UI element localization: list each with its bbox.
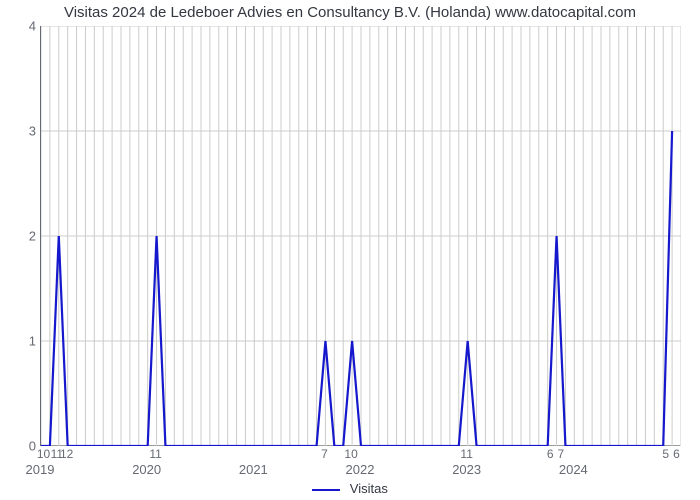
series-visitas bbox=[41, 131, 672, 446]
x-minor-label: 10 bbox=[344, 447, 357, 461]
plot-svg bbox=[41, 26, 681, 446]
x-year-label: 2020 bbox=[132, 462, 161, 477]
chart-container: Visitas 2024 de Ledeboer Advies en Consu… bbox=[0, 0, 700, 500]
x-minor-label: 6 bbox=[547, 447, 554, 461]
x-year-label: 2023 bbox=[452, 462, 481, 477]
x-year-label: 2022 bbox=[346, 462, 375, 477]
legend-swatch bbox=[312, 489, 340, 491]
plot-area bbox=[40, 26, 680, 446]
x-year-label: 2024 bbox=[559, 462, 588, 477]
y-tick-label: 2 bbox=[6, 229, 36, 244]
x-minor-label: 7 bbox=[321, 447, 328, 461]
chart-title: Visitas 2024 de Ledeboer Advies en Consu… bbox=[0, 4, 700, 21]
x-year-label: 2019 bbox=[26, 462, 55, 477]
x-minor-label: 11 bbox=[149, 447, 161, 461]
x-minor-label: 12 bbox=[60, 447, 73, 461]
x-minor-label: 10 bbox=[37, 447, 50, 461]
x-minor-label: 7 bbox=[558, 447, 565, 461]
y-tick-label: 0 bbox=[6, 439, 36, 454]
y-tick-label: 4 bbox=[6, 19, 36, 34]
x-minor-label: 6 bbox=[673, 447, 680, 461]
x-year-label: 2021 bbox=[239, 462, 268, 477]
y-tick-label: 3 bbox=[6, 124, 36, 139]
x-minor-label: 11 bbox=[460, 447, 472, 461]
x-minor-label: 5 bbox=[662, 447, 669, 461]
legend-label: Visitas bbox=[350, 481, 388, 496]
legend: Visitas bbox=[0, 481, 700, 496]
y-tick-label: 1 bbox=[6, 334, 36, 349]
